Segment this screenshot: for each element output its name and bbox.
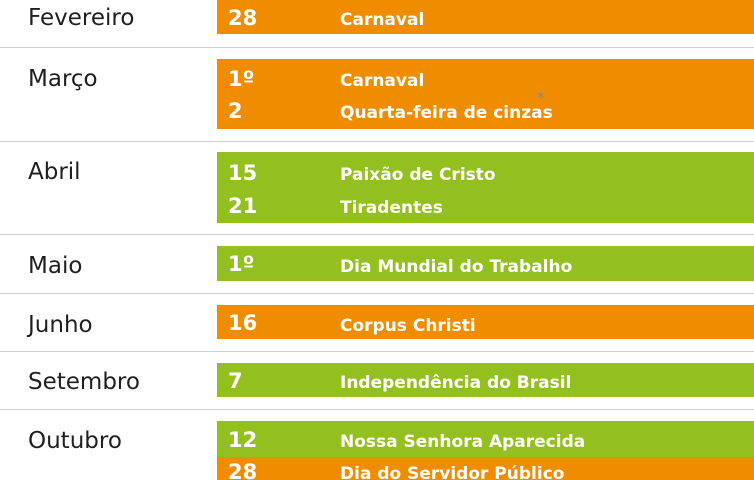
holiday-bar: 1º Carnaval 2 Quarta-feira de cinzas (217, 59, 754, 129)
holiday-name: Carnaval (340, 71, 425, 91)
holiday-bar: 7 Independência do Brasil (217, 363, 754, 397)
holiday-name: Paixão de Cristo (340, 165, 496, 185)
month-label: Junho (28, 312, 93, 338)
holiday-day: 28 (228, 6, 258, 30)
holiday-bar: 28 Carnaval (217, 0, 754, 34)
holiday-day: 16 (228, 311, 258, 335)
month-label: Outubro (28, 428, 122, 454)
month-label: Março (28, 66, 98, 92)
row-divider (0, 47, 754, 48)
month-label: Setembro (28, 369, 140, 395)
row-divider (0, 141, 754, 142)
month-label: Fevereiro (28, 5, 135, 31)
holiday-name: Carnaval (340, 10, 425, 30)
row-divider (0, 293, 754, 294)
holiday-day: 1º (228, 67, 255, 91)
holiday-day: 2 (228, 99, 243, 123)
holiday-name: Nossa Senhora Aparecida (340, 432, 586, 452)
holiday-day: 21 (228, 194, 258, 218)
row-divider (0, 351, 754, 352)
holiday-day: 7 (228, 369, 243, 393)
month-label: Abril (28, 159, 81, 185)
holiday-bar: 15 Paixão de Cristo 21 Tiradentes (217, 152, 754, 223)
holiday-name: Dia do Servidor Público (340, 464, 565, 480)
row-divider (0, 409, 754, 410)
holiday-bar: 1º Dia Mundial do Trabalho (217, 246, 754, 281)
holiday-bar: 16 Corpus Christi (217, 305, 754, 339)
holiday-bar: 12 Nossa Senhora Aparecida (217, 421, 754, 457)
month-label: Maio (28, 253, 83, 279)
holiday-day: 12 (228, 428, 258, 452)
holiday-name: Corpus Christi (340, 316, 476, 336)
holiday-day: 1º (228, 252, 255, 276)
holiday-day: 15 (228, 161, 258, 185)
row-divider (0, 234, 754, 235)
holiday-name: Quarta-feira de cinzas (340, 103, 553, 123)
holiday-day: 28 (228, 460, 258, 480)
holiday-name: Independência do Brasil (340, 373, 572, 393)
footnote-marker: * (537, 88, 545, 107)
holiday-bar: 28 Dia do Servidor Público (217, 457, 754, 480)
holiday-name: Dia Mundial do Trabalho (340, 257, 573, 277)
holiday-name: Tiradentes (340, 198, 443, 218)
